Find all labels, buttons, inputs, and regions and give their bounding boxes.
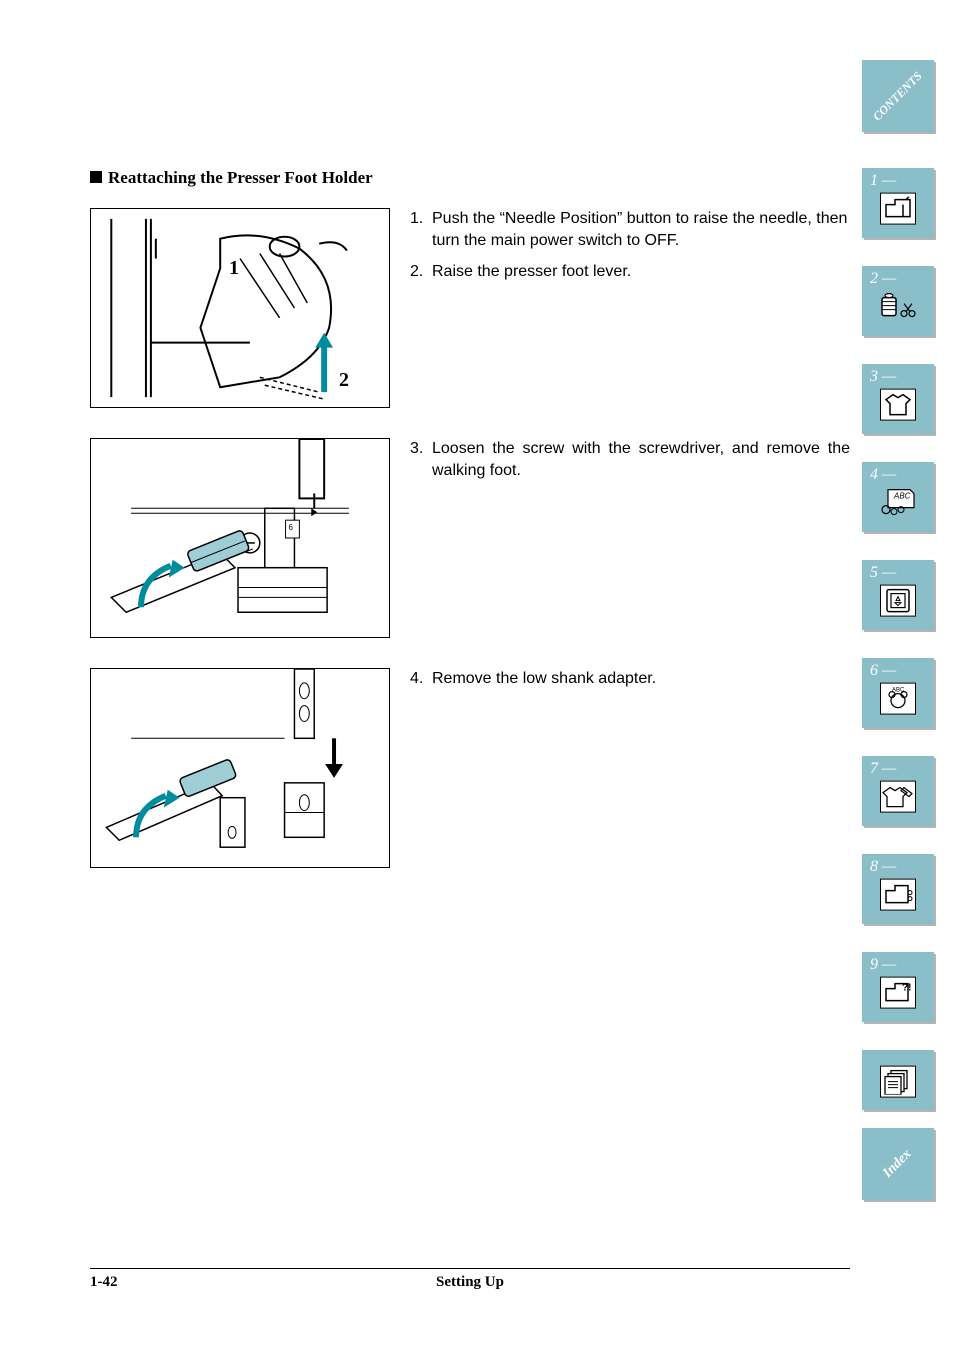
side-tabs: CONTENTS 1 — 2 — 3 — 4 — ABC 5 — 6 — ABC bbox=[862, 60, 934, 1200]
abc-flower-icon: ABC bbox=[880, 486, 916, 518]
tab-num: 3 — bbox=[870, 368, 896, 386]
svg-text:6: 6 bbox=[289, 523, 294, 532]
thread-scissors-icon bbox=[880, 290, 916, 322]
tab-num: 4 — bbox=[870, 466, 896, 484]
illu-label-2: 2 bbox=[339, 369, 349, 392]
shirt-icon bbox=[880, 388, 916, 420]
tab-2[interactable]: 2 — bbox=[862, 266, 934, 336]
sewing-machine-icon bbox=[880, 192, 916, 224]
step-text: Loosen the screw with the screwdriver, a… bbox=[432, 438, 850, 483]
tab-6[interactable]: 6 — ABC bbox=[862, 658, 934, 728]
tab-num: 8 — bbox=[870, 858, 896, 876]
machine-embroidery-icon bbox=[880, 878, 916, 910]
shirt-pencil-icon bbox=[880, 780, 916, 812]
heading-text: Reattaching the Presser Foot Holder bbox=[108, 168, 373, 187]
step-text: Remove the low shank adapter. bbox=[432, 668, 656, 690]
steps-group-1: 1. Push the “Needle Position” button to … bbox=[410, 208, 850, 408]
tab-num: 6 — bbox=[870, 662, 896, 680]
section-heading: Reattaching the Presser Foot Holder bbox=[90, 168, 850, 188]
page-footer: 1-42 Setting Up bbox=[90, 1268, 850, 1291]
tab-5[interactable]: 5 — bbox=[862, 560, 934, 630]
machine-question-icon: ?! bbox=[880, 976, 916, 1008]
step-num: 4. bbox=[410, 668, 432, 690]
step-1: 1. Push the “Needle Position” button to … bbox=[410, 208, 850, 253]
tab-num: 9 — bbox=[870, 956, 896, 974]
tab-num: 1 — bbox=[870, 172, 896, 190]
page-number: 1-42 bbox=[90, 1274, 118, 1291]
svg-text:?!: ?! bbox=[902, 982, 911, 993]
step-num: 1. bbox=[410, 208, 432, 253]
footer-section: Setting Up bbox=[436, 1274, 504, 1291]
steps-group-2: 3. Loosen the screw with the screwdriver… bbox=[410, 438, 850, 638]
step-num: 3. bbox=[410, 438, 432, 483]
tab-contents-label: CONTENTS bbox=[870, 68, 925, 123]
step-text: Push the “Needle Position” button to rai… bbox=[432, 208, 850, 253]
tab-appendix[interactable] bbox=[862, 1050, 934, 1110]
bullet-square bbox=[90, 171, 102, 183]
illustration-loosen-screw: 6 bbox=[90, 438, 390, 638]
svg-text:ABC: ABC bbox=[893, 491, 911, 500]
step-3: 3. Loosen the screw with the screwdriver… bbox=[410, 438, 850, 483]
tab-9[interactable]: 9 — ?! bbox=[862, 952, 934, 1022]
tab-8[interactable]: 8 — bbox=[862, 854, 934, 924]
tab-num: 2 — bbox=[870, 270, 896, 288]
tab-num: 5 — bbox=[870, 564, 896, 582]
pages-icon bbox=[880, 1066, 916, 1098]
svg-text:ABC: ABC bbox=[892, 687, 905, 693]
step-num: 2. bbox=[410, 261, 432, 283]
tab-index-label: Index bbox=[881, 1147, 916, 1182]
embroidery-frame-icon bbox=[880, 584, 916, 616]
step-4: 4. Remove the low shank adapter. bbox=[410, 668, 850, 690]
tab-num: 7 — bbox=[870, 760, 896, 778]
tab-4[interactable]: 4 — ABC bbox=[862, 462, 934, 532]
tab-3[interactable]: 3 — bbox=[862, 364, 934, 434]
step-2: 2. Raise the presser foot lever. bbox=[410, 261, 850, 283]
step-text: Raise the presser foot lever. bbox=[432, 261, 631, 283]
tab-7[interactable]: 7 — bbox=[862, 756, 934, 826]
tab-1[interactable]: 1 — bbox=[862, 168, 934, 238]
steps-group-3: 4. Remove the low shank adapter. bbox=[410, 668, 850, 868]
illustration-raise-lever: 1 2 bbox=[90, 208, 390, 408]
illustration-remove-adapter bbox=[90, 668, 390, 868]
bear-abc-icon: ABC bbox=[880, 682, 916, 714]
illu-label-1: 1 bbox=[229, 257, 239, 280]
tab-contents[interactable]: CONTENTS bbox=[862, 60, 934, 132]
tab-index[interactable]: Index bbox=[862, 1128, 934, 1200]
